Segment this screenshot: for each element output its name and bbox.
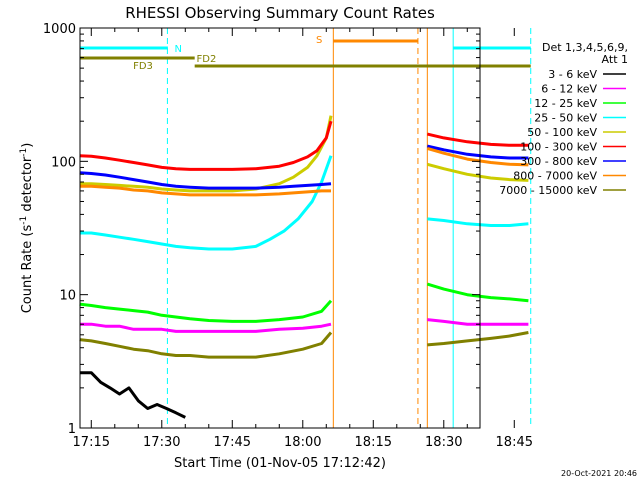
x-axis-label: Start Time (01-Nov-05 17:12:42) xyxy=(174,456,386,471)
series-7000-15000-kev-segment-2 xyxy=(427,331,529,347)
x-tick-label: 18:00 xyxy=(284,435,321,450)
series-7000-15000-kev-segment-1 xyxy=(79,331,333,359)
y-tick-label: 100 xyxy=(51,155,76,170)
flag-label-n: N xyxy=(174,44,181,55)
series-3-6-kev-segment-1 xyxy=(79,371,186,419)
legend: Det 1,3,4,5,6,9,Att 1 3 - 6 keV 6 - 12 keV… xyxy=(499,41,628,197)
series-300-800-kev-segment-1 xyxy=(79,171,332,190)
legend-label-300-800-kev: 300 - 800 keV xyxy=(520,155,597,168)
x-tick-label: 18:45 xyxy=(496,435,533,450)
plot-frame xyxy=(79,27,481,429)
timestamp: 20-Oct-2021 20:46 xyxy=(561,469,637,478)
legend-label-7000-15000-kev: 7000 - 15000 keV xyxy=(499,184,597,197)
legend-label-25-50-kev: 25 - 50 keV xyxy=(534,112,597,125)
series-6-12-kev-segment-1 xyxy=(79,322,332,333)
series-12-25-kev-segment-1 xyxy=(79,299,333,323)
series-800-7000-kev-segment-2 xyxy=(426,146,529,167)
series-800-7000-kev-segment-1 xyxy=(79,184,331,197)
y-tick-label: 1 xyxy=(68,422,76,437)
y-tick-label: 1000 xyxy=(43,22,76,37)
series-100-300-kev-segment-2 xyxy=(426,132,529,147)
series-25-50-kev-segment-2 xyxy=(427,217,529,227)
flag-label-s: S xyxy=(316,35,322,46)
legend-header-line: Att 1 xyxy=(602,53,628,66)
flag-label-fd2: FD2 xyxy=(197,54,217,65)
chart-title: RHESSI Observing Summary Count Rates xyxy=(125,4,435,22)
series-12-25-kev-segment-2 xyxy=(426,282,529,303)
series-50-100-kev-segment-1 xyxy=(79,115,333,193)
x-tick-label: 18:30 xyxy=(425,435,462,450)
series-6-12-kev-segment-2 xyxy=(427,318,529,326)
legend-label-12-25-kev: 12 - 25 keV xyxy=(534,97,597,110)
x-tick-label: 17:30 xyxy=(143,435,180,450)
legend-label-6-12-kev: 6 - 12 keV xyxy=(541,83,597,96)
series-25-50-kev-segment-1 xyxy=(79,155,333,251)
legend-label-3-6-kev: 3 - 6 keV xyxy=(548,68,597,81)
y-tick-label: 10 xyxy=(59,289,76,304)
legend-header-line: Det 1,3,4,5,6,9, xyxy=(542,41,628,54)
x-tick-label: 17:45 xyxy=(214,435,251,450)
x-tick-label: 17:15 xyxy=(73,435,110,450)
series-300-800-kev-segment-2 xyxy=(426,144,529,160)
legend-label-800-7000-kev: 800 - 7000 keV xyxy=(513,170,597,183)
legend-label-50-100-kev: 50 - 100 keV xyxy=(527,126,597,139)
series-100-300-kev-segment-1 xyxy=(79,120,333,171)
flag-label-fd3: FD3 xyxy=(133,61,153,72)
x-tick-label: 18:15 xyxy=(355,435,392,450)
legend-label-100-300-kev: 100 - 300 keV xyxy=(520,141,597,154)
series-50-100-kev-segment-2 xyxy=(426,162,529,182)
y-axis-label: Count Rate (s-1 detector-1) xyxy=(19,143,35,314)
